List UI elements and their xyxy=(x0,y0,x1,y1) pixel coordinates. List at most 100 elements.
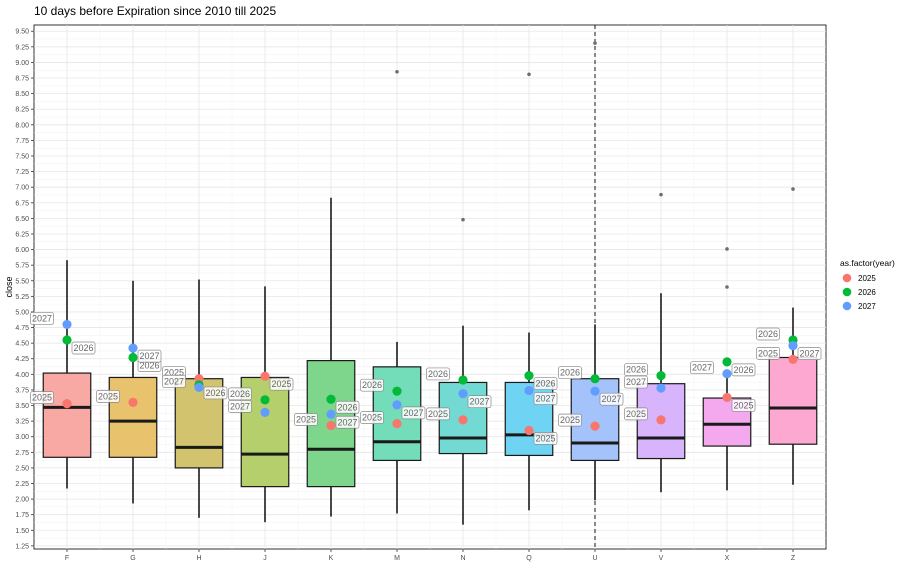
y-tick-label: 9.50 xyxy=(15,29,29,36)
y-axis-title: close xyxy=(4,276,14,297)
point-2025-F xyxy=(62,399,72,409)
label-text: 2026 xyxy=(230,389,250,399)
label-text: 2026 xyxy=(73,343,93,353)
label-box xyxy=(360,378,384,392)
label-text: 2025 xyxy=(164,368,184,378)
y-tick-label: 4.00 xyxy=(15,372,29,379)
y-tick-label: 6.75 xyxy=(15,200,29,207)
label-text: 2025 xyxy=(535,433,555,443)
x-tick-label: H xyxy=(196,555,201,562)
label-2026-H: 2026 xyxy=(203,386,228,400)
label-text: 2025 xyxy=(296,414,316,424)
x-tick-label: K xyxy=(329,555,334,562)
label-box xyxy=(30,391,54,405)
point-2027-H xyxy=(194,382,204,393)
label-text: 2027 xyxy=(626,377,646,387)
label-box xyxy=(137,349,162,363)
outlier-point xyxy=(593,41,597,45)
label-2027-K: 2027 xyxy=(335,415,360,429)
point-2026-J xyxy=(260,395,270,405)
outlier-point xyxy=(659,192,663,197)
y-tick-label: 3.25 xyxy=(15,419,29,426)
y-tick-label: 6.50 xyxy=(15,216,29,223)
label-2025-Z: 2025 xyxy=(756,347,780,360)
label-2026-M: 2026 xyxy=(360,378,384,392)
label-box xyxy=(599,392,624,406)
label-box xyxy=(228,387,252,401)
point-2027-Z xyxy=(788,341,798,351)
y-tick-label: 6.00 xyxy=(15,247,29,254)
label-box xyxy=(533,432,558,445)
point-2026-F xyxy=(62,335,72,345)
y-tick-label: 3.00 xyxy=(15,434,29,441)
y-tick-label: 5.75 xyxy=(15,263,29,270)
y-tick-label: 3.50 xyxy=(15,403,29,410)
y-tick-label: 7.25 xyxy=(15,169,29,176)
label-2026-Z: 2026 xyxy=(756,327,780,341)
point-2027-F xyxy=(62,319,72,330)
label-2025-K: 2025 xyxy=(294,413,318,426)
y-tick-label: 8.25 xyxy=(15,107,29,114)
label-box xyxy=(558,413,582,427)
legend-label-2026: 2026 xyxy=(858,288,876,297)
point-2025-M xyxy=(392,419,402,429)
label-box xyxy=(756,327,780,341)
y-tick-label: 1.25 xyxy=(15,543,29,550)
label-text: 2027 xyxy=(230,401,250,411)
point-2026-X xyxy=(722,357,732,367)
label-2027-G: 2027 xyxy=(137,349,162,363)
y-tick-label: 6.25 xyxy=(15,231,29,238)
label-box xyxy=(426,407,450,421)
label-text: 2027 xyxy=(692,363,712,373)
box-body xyxy=(42,372,92,458)
x-tick-label: X xyxy=(725,555,730,562)
label-text: 2026 xyxy=(758,329,778,339)
label-text: 2025 xyxy=(733,400,753,410)
point-2026-V xyxy=(656,370,666,381)
label-box xyxy=(624,407,648,421)
y-tick-label: 7.50 xyxy=(15,154,29,161)
point-2026-K xyxy=(326,394,336,404)
label-box xyxy=(162,375,186,388)
label-2025-F: 2025 xyxy=(30,391,54,405)
label-box xyxy=(690,361,714,375)
grid-lines xyxy=(34,25,826,549)
label-text: 2027 xyxy=(601,394,621,404)
label-2027-F: 2027 xyxy=(30,312,54,325)
label-box xyxy=(96,390,120,403)
label-text: 2025 xyxy=(271,379,291,389)
label-box xyxy=(269,377,294,391)
label-text: 2027 xyxy=(32,313,52,323)
legend-key-2026 xyxy=(842,287,852,297)
label-text: 2027 xyxy=(535,394,555,404)
y-tick-label: 8.00 xyxy=(15,122,29,129)
point-2025-G xyxy=(128,397,138,408)
label-box xyxy=(624,363,648,376)
label-box xyxy=(335,415,360,429)
outlier-point xyxy=(527,72,531,77)
point-2026-M xyxy=(392,386,402,396)
y-tick-label: 7.75 xyxy=(15,138,29,145)
legend-title: as.factor(year) xyxy=(840,258,895,268)
label-text: 2025 xyxy=(98,391,118,401)
label-text: 2025 xyxy=(362,413,382,423)
label-box xyxy=(624,375,648,389)
x-tick-label: Z xyxy=(791,555,796,562)
y-tick-label: 2.50 xyxy=(15,465,29,472)
label-2027-U: 2027 xyxy=(599,392,624,406)
legend-label-2027: 2027 xyxy=(858,302,876,311)
point-2027-U xyxy=(590,386,600,396)
label-text: 2025 xyxy=(626,409,646,419)
label-2025-U: 2025 xyxy=(558,413,582,427)
label-text: 2026 xyxy=(205,388,225,398)
x-tick-label: F xyxy=(65,555,69,562)
point-2026-U xyxy=(590,374,600,384)
point-2027-X xyxy=(722,369,732,379)
x-tick-label: U xyxy=(592,555,597,562)
point-2026-G xyxy=(128,352,138,363)
label-2027-J: 2027 xyxy=(228,400,252,413)
label-2026-J: 2026 xyxy=(228,387,252,401)
label-2026-Q: 2026 xyxy=(533,377,558,390)
